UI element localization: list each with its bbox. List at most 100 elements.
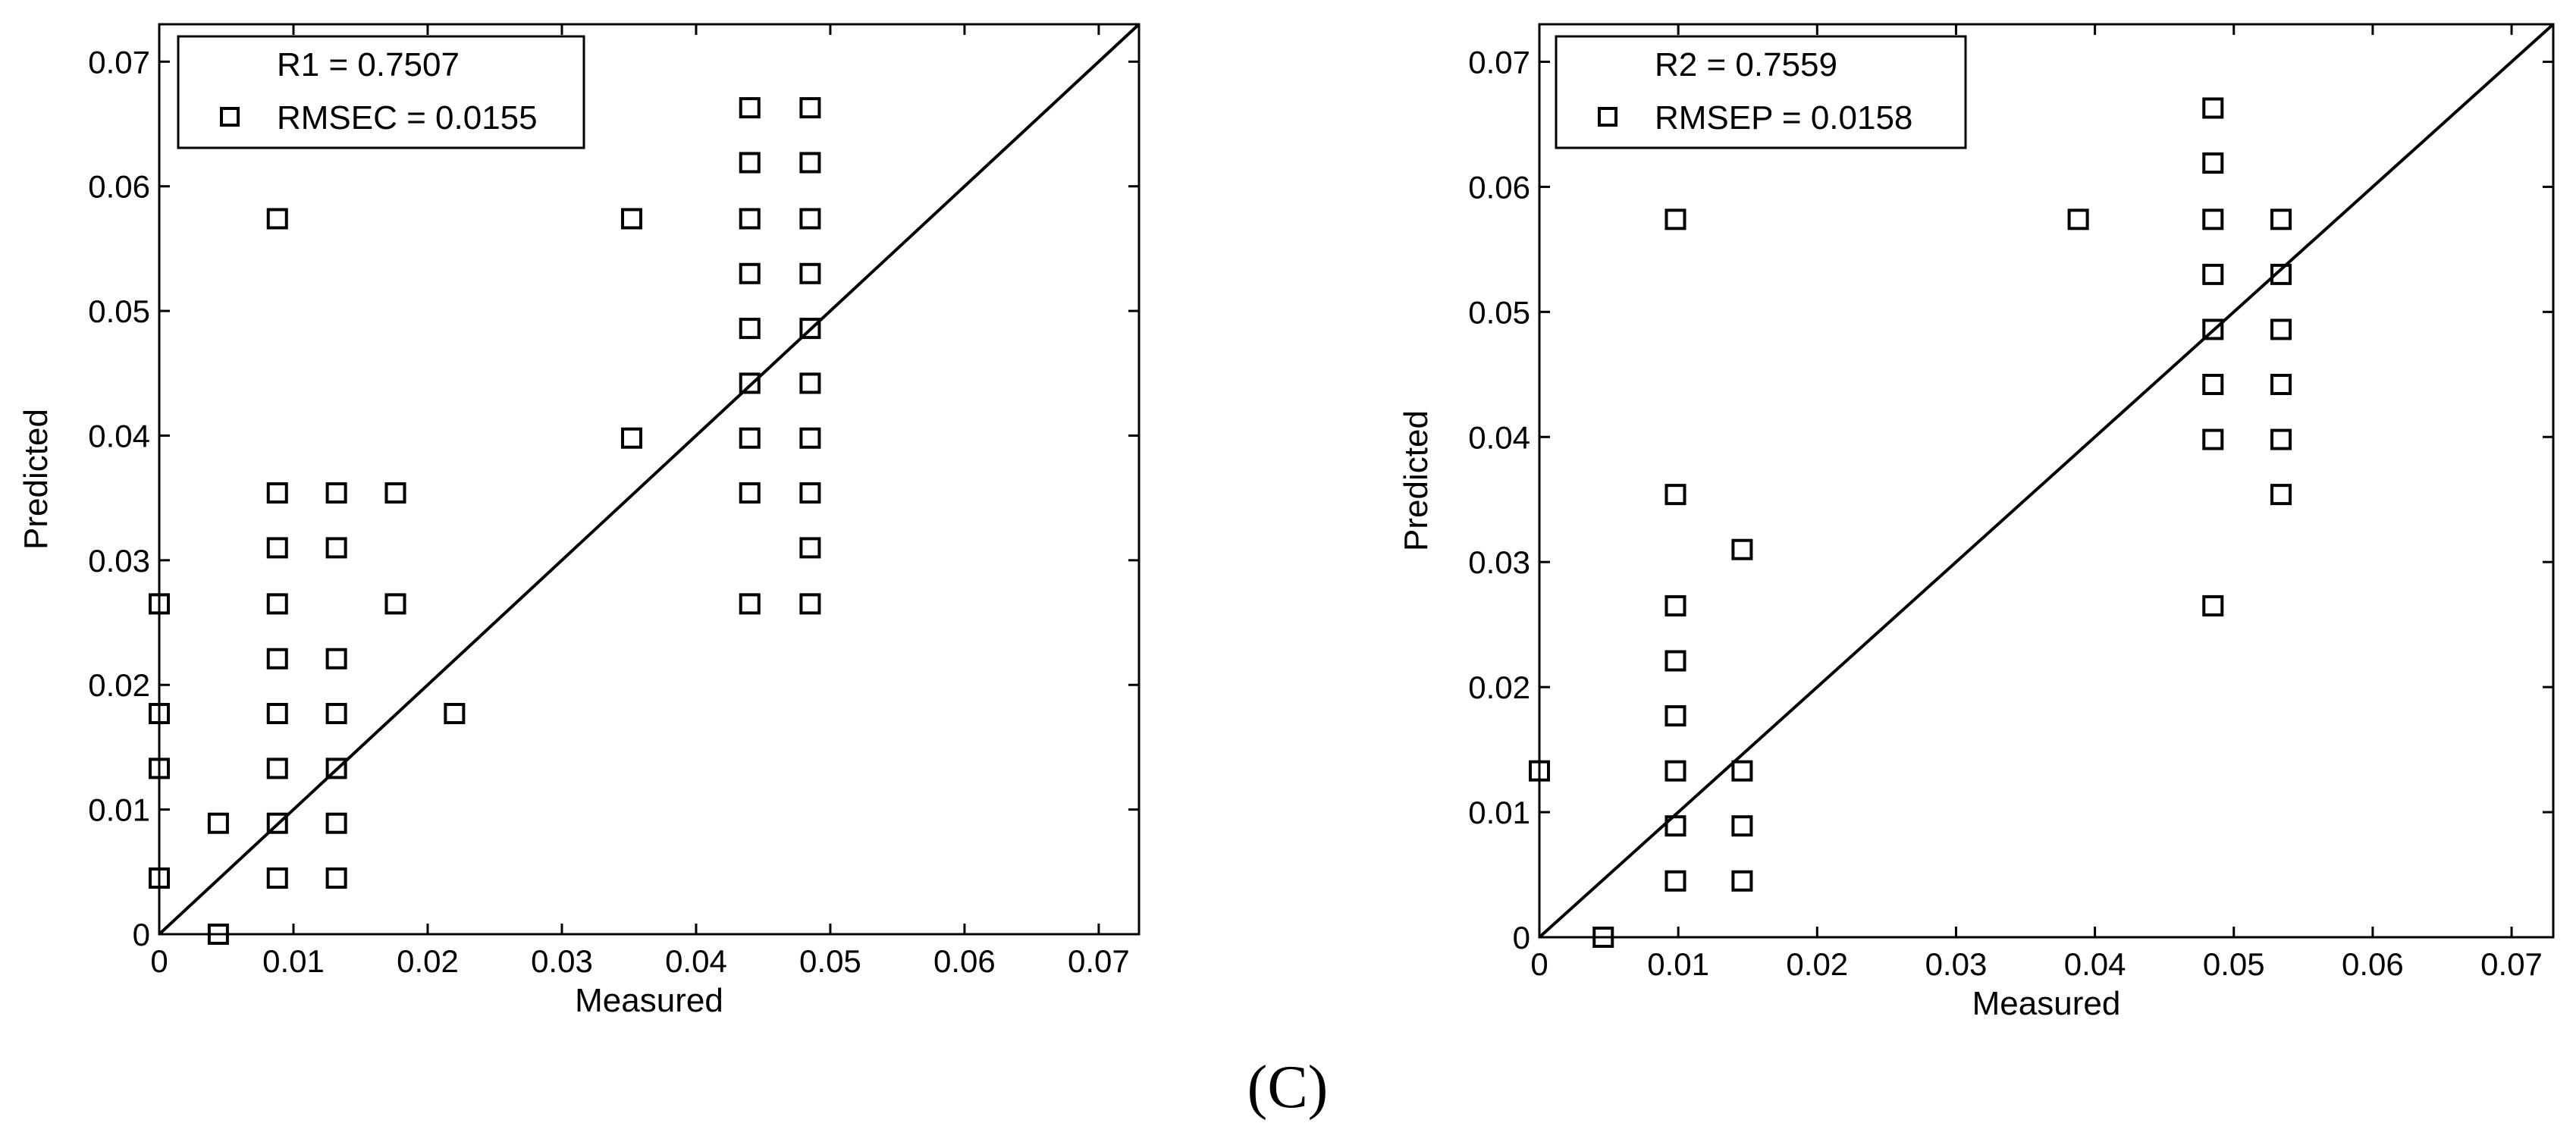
data-point xyxy=(1731,815,1753,837)
legend-metric-rmse: RMSEC = 0.0155 xyxy=(277,99,538,136)
y-tick-label: 0.05 xyxy=(88,293,150,329)
data-point xyxy=(325,482,347,504)
y-tick-label: 0 xyxy=(133,917,150,952)
data-point xyxy=(1665,209,1686,231)
data-point xyxy=(799,372,821,394)
data-point xyxy=(2202,318,2224,340)
x-tick-label: 0.01 xyxy=(262,943,325,979)
data-point xyxy=(2270,209,2292,231)
data-point xyxy=(1665,705,1686,727)
data-point xyxy=(2202,428,2224,450)
data-point xyxy=(149,703,170,725)
data-point xyxy=(1665,760,1686,782)
data-point xyxy=(325,758,347,780)
data-point xyxy=(2067,209,2089,231)
data-point xyxy=(1665,650,1686,672)
x-tick-label: 0.06 xyxy=(2342,946,2404,982)
x-tick-label: 0.06 xyxy=(933,943,996,979)
data-point xyxy=(266,758,288,780)
data-point xyxy=(620,427,642,449)
y-tick-label: 0.06 xyxy=(1468,169,1530,205)
data-point xyxy=(739,152,761,174)
reference-line xyxy=(158,23,1141,936)
data-point xyxy=(1592,927,1614,948)
legend-metric-r: R2 = 0.7559 xyxy=(1655,46,1837,83)
data-point xyxy=(739,97,761,119)
data-point xyxy=(325,537,347,559)
data-point xyxy=(2202,374,2224,396)
reference-line xyxy=(1538,23,2555,939)
x-tick-label: 0.07 xyxy=(2480,946,2543,982)
data-point xyxy=(739,482,761,504)
y-tick-label: 0.04 xyxy=(88,418,150,453)
x-tick-label: 0.04 xyxy=(665,943,727,979)
data-point xyxy=(266,482,288,504)
data-point xyxy=(2270,428,2292,450)
data-point xyxy=(739,208,761,230)
data-point xyxy=(799,97,821,119)
data-point xyxy=(739,372,761,394)
data-point xyxy=(266,648,288,670)
x-tick-label: 0.03 xyxy=(1925,946,1988,982)
data-point xyxy=(266,593,288,615)
data-point xyxy=(149,758,170,780)
data-point xyxy=(2202,152,2224,174)
data-point xyxy=(799,482,821,504)
data-point xyxy=(325,867,347,889)
data-point xyxy=(799,427,821,449)
data-point xyxy=(739,262,761,284)
data-point xyxy=(2270,263,2292,285)
y-axis-label: Predicted xyxy=(17,409,55,550)
data-point xyxy=(739,427,761,449)
data-point xyxy=(266,867,288,889)
y-tick-label: 0.02 xyxy=(88,667,150,703)
x-tick-label: 0.02 xyxy=(1786,946,1848,982)
data-point xyxy=(1665,594,1686,616)
x-tick-label: 0.04 xyxy=(2064,946,2126,982)
data-point xyxy=(2270,484,2292,506)
y-tick-label: 0.06 xyxy=(88,169,150,205)
data-point xyxy=(325,703,347,725)
x-tick-label: 0.05 xyxy=(799,943,861,979)
x-tick-label: 0.02 xyxy=(397,943,459,979)
y-tick-label: 0.03 xyxy=(1468,544,1530,580)
x-tick-label: 0.07 xyxy=(1068,943,1130,979)
data-point xyxy=(799,593,821,615)
data-point xyxy=(444,703,466,725)
data-point xyxy=(384,593,406,615)
data-point xyxy=(207,924,229,945)
data-point xyxy=(2202,594,2224,616)
legend-marker xyxy=(220,107,240,127)
data-point xyxy=(1665,870,1686,892)
data-point xyxy=(325,812,347,834)
data-point xyxy=(2202,97,2224,119)
y-tick-label: 0.05 xyxy=(1468,294,1530,330)
legend-metric-r: R1 = 0.7507 xyxy=(277,46,460,83)
calibration-chart: 0 0.01 0.02 0.03 0.04 0.05 0.06 0.07 0 0.01 0.02 0.… xyxy=(17,23,1141,1019)
data-point xyxy=(1731,538,1753,560)
y-tick-label: 0.04 xyxy=(1468,419,1530,455)
y-tick-label: 0.03 xyxy=(88,543,150,579)
data-point xyxy=(1731,760,1753,782)
data-point xyxy=(739,318,761,340)
data-point xyxy=(799,537,821,559)
data-point xyxy=(2202,209,2224,231)
data-point xyxy=(149,867,170,889)
data-point xyxy=(739,593,761,615)
data-point xyxy=(149,593,170,615)
x-tick-label: 0.01 xyxy=(1647,946,1709,982)
y-axis-label: Predicted xyxy=(1398,410,1435,551)
data-point xyxy=(799,208,821,230)
data-point xyxy=(1529,760,1550,782)
data-point xyxy=(2270,374,2292,396)
data-point xyxy=(266,537,288,559)
data-point xyxy=(384,482,406,504)
data-point xyxy=(325,648,347,670)
legend-marker xyxy=(1598,107,1617,127)
data-point xyxy=(1665,484,1686,506)
x-tick-label: 0 xyxy=(150,943,168,979)
legend-box xyxy=(1555,35,1967,149)
data-point xyxy=(799,262,821,284)
data-point xyxy=(620,208,642,230)
y-tick-label: 0.07 xyxy=(88,44,150,80)
